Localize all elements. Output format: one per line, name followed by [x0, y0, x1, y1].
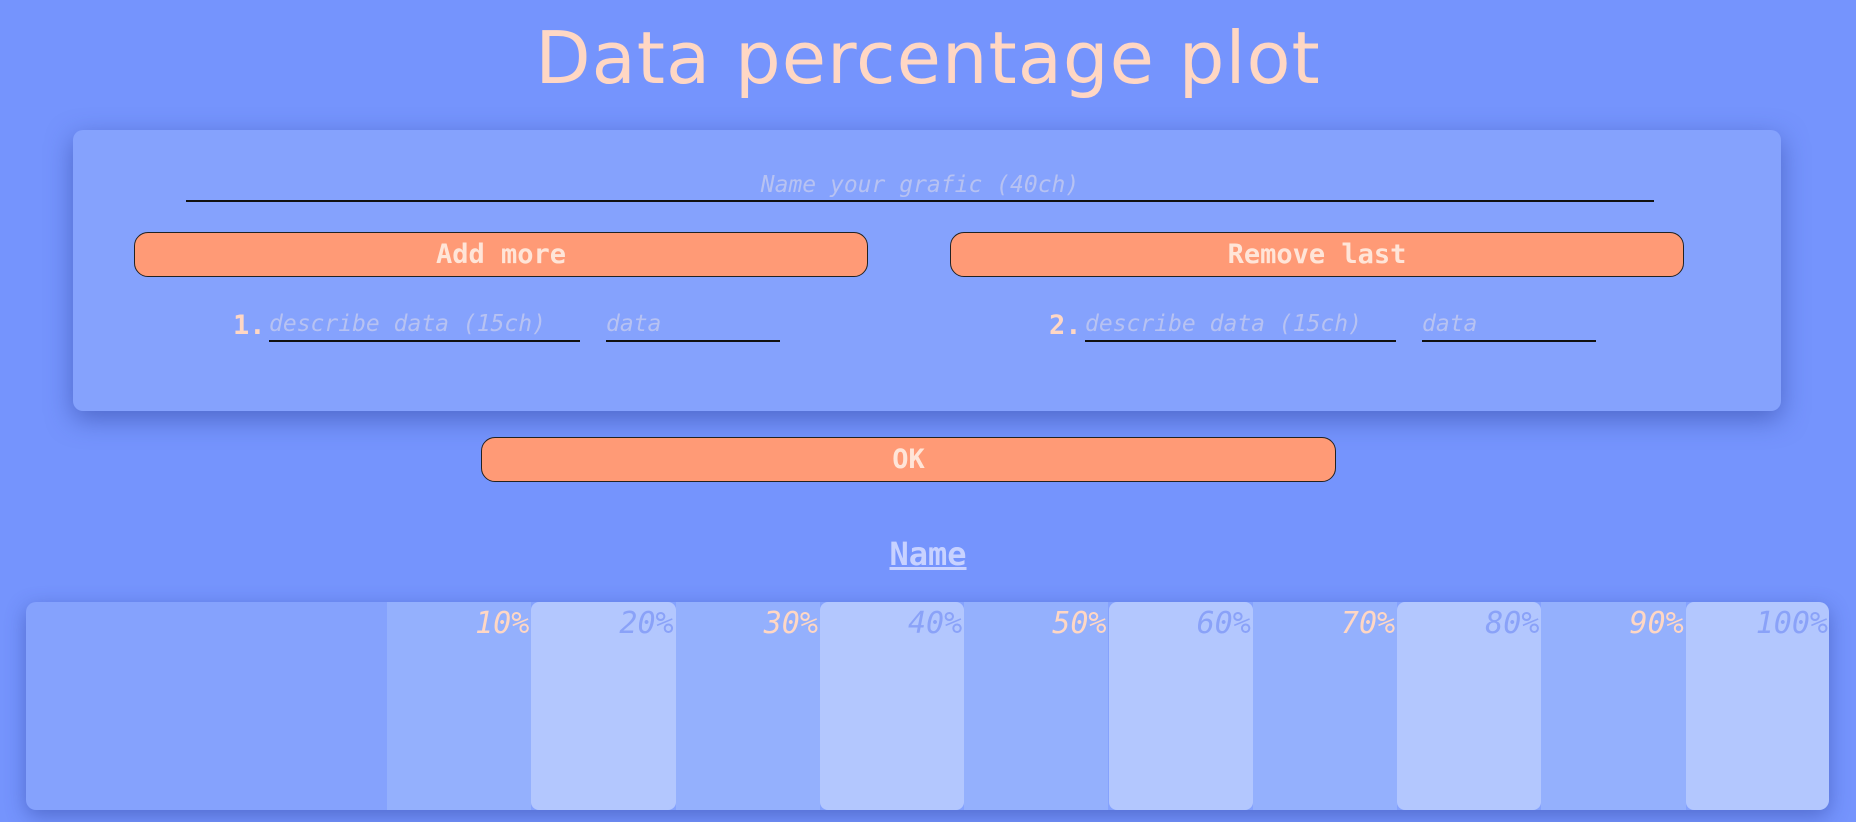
- data-value-input[interactable]: [606, 308, 780, 342]
- percentage-label: 20%: [619, 606, 674, 641]
- describe-data-input[interactable]: [1085, 308, 1396, 342]
- form-card: Add more Remove last 1. 2.: [73, 130, 1781, 411]
- percentage-label: 100%: [1755, 606, 1828, 641]
- percentage-label: 90%: [1629, 606, 1684, 641]
- describe-data-input[interactable]: [269, 308, 580, 342]
- percentage-column-100: 100%: [1685, 602, 1829, 810]
- percentage-column-30: 30%: [675, 602, 820, 810]
- percentage-label: 30%: [763, 606, 818, 641]
- row-number: 1.: [233, 310, 266, 341]
- percentage-column-50: 50%: [964, 602, 1109, 810]
- percentage-column-40: 40%: [819, 602, 965, 810]
- percentage-label: 70%: [1340, 606, 1396, 641]
- add-more-button[interactable]: Add more: [134, 232, 868, 277]
- percentage-label: 10%: [475, 606, 530, 641]
- percentage-label: 80%: [1485, 606, 1540, 641]
- percentage-column-80: 80%: [1397, 602, 1542, 810]
- remove-last-button[interactable]: Remove last: [950, 232, 1684, 277]
- plot-name: Name: [889, 535, 967, 573]
- graphic-name-input[interactable]: [186, 170, 1654, 202]
- data-value-input[interactable]: [1422, 308, 1596, 342]
- percentage-label: 60%: [1196, 606, 1251, 641]
- row-number: 2.: [1049, 310, 1082, 341]
- percentage-label: 40%: [908, 606, 963, 641]
- percentage-column-10: 10%: [387, 602, 532, 810]
- percentage-plot: 10% 20% 30% 40% 50% 60% 70% 80% 90% 100%: [26, 602, 1829, 810]
- percentage-column-60: 60%: [1108, 602, 1253, 810]
- percentage-label: 50%: [1052, 606, 1107, 641]
- percentage-column-20: 20%: [531, 602, 676, 810]
- ok-button[interactable]: OK: [481, 437, 1336, 482]
- percentage-column-70: 70%: [1252, 602, 1398, 810]
- page-title: Data percentage plot: [535, 16, 1321, 100]
- percentage-column-90: 90%: [1541, 602, 1686, 810]
